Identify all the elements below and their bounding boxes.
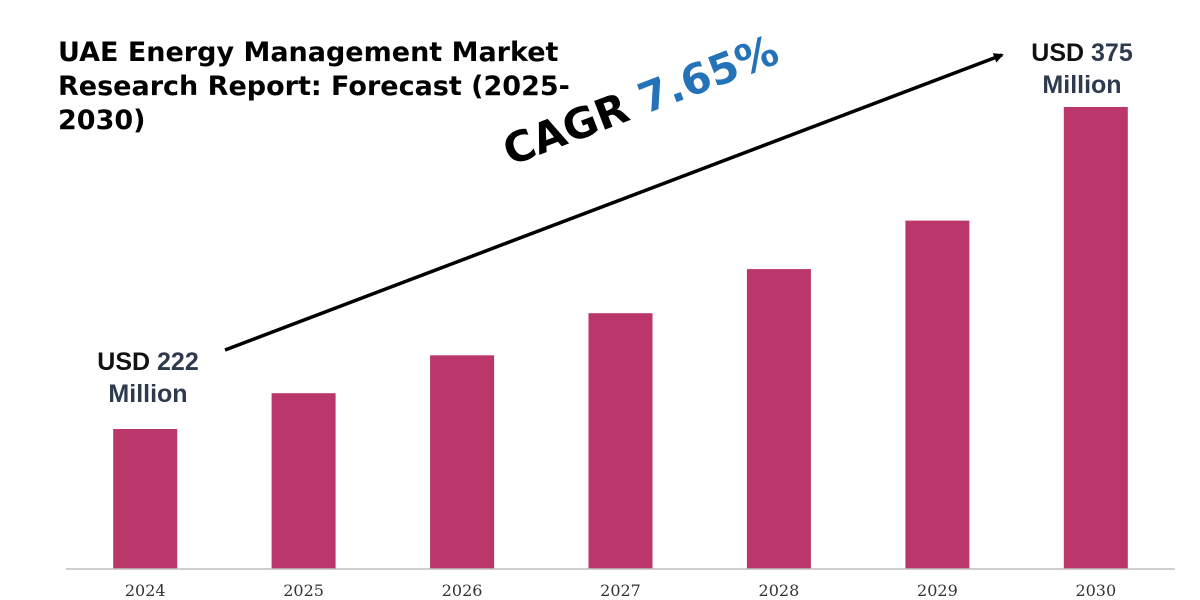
x-tick-label-2026: 2026 bbox=[442, 581, 483, 600]
x-tick-label-2030: 2030 bbox=[1075, 581, 1116, 600]
x-tick-label-2027: 2027 bbox=[600, 581, 641, 600]
start-value-label: USD 222 Million bbox=[78, 346, 218, 410]
growth-arrow bbox=[224, 53, 1004, 352]
bar-2029 bbox=[905, 220, 970, 569]
end-value-prefix: USD bbox=[1031, 39, 1085, 67]
bar-2030 bbox=[1063, 107, 1128, 569]
x-tick-label-2024: 2024 bbox=[125, 581, 166, 600]
start-value-unit: Million bbox=[108, 380, 188, 408]
end-value-number: 375 bbox=[1091, 39, 1133, 67]
start-value-prefix: USD bbox=[97, 348, 151, 376]
x-tick-label-2028: 2028 bbox=[759, 581, 800, 600]
bar-2026 bbox=[430, 355, 495, 569]
bar-2028 bbox=[746, 269, 811, 569]
x-tick-label-2025: 2025 bbox=[283, 581, 324, 600]
end-value-label: USD 375 Million bbox=[1012, 37, 1152, 101]
chart-title: UAE Energy Management Market Research Re… bbox=[58, 37, 570, 136]
end-value-unit: Million bbox=[1042, 71, 1122, 99]
bar-2027 bbox=[588, 313, 653, 569]
bar-2025 bbox=[271, 393, 336, 569]
bars-group bbox=[113, 107, 1128, 569]
start-value-number: 222 bbox=[157, 348, 199, 376]
bar-2024 bbox=[113, 429, 178, 569]
x-tick-labels: 2024 2025 2026 2027 2028 2029 2030 bbox=[125, 581, 1116, 600]
x-tick-label-2029: 2029 bbox=[917, 581, 958, 600]
